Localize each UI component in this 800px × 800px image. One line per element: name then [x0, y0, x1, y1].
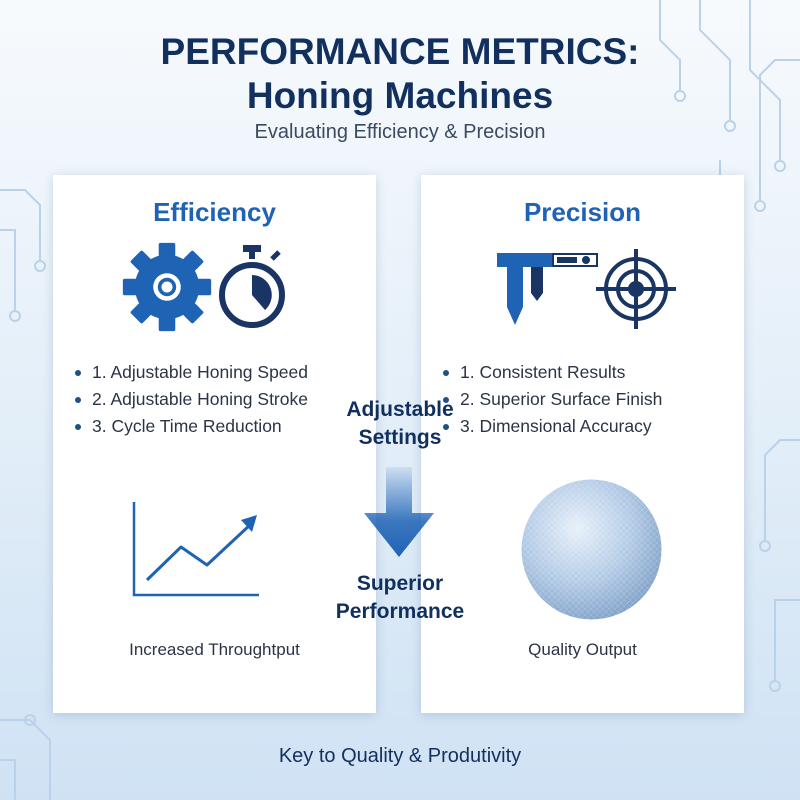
page-title: PERFORMANCE METRICS: Honing Machines [0, 30, 800, 118]
center-bottom-line-1: Superior [356, 572, 444, 595]
precision-card: Precision 1. Consistent Results 2. Super… [421, 175, 744, 713]
center-top-line-1: Adjustable [346, 398, 454, 421]
target-icon [596, 249, 676, 329]
gear-icon [122, 242, 212, 332]
efficiency-caption: Increased Throughtput [129, 640, 300, 659]
list-item: 2. Adjustable Honing Stroke [75, 386, 308, 413]
title-line-2: Honing Machines [246, 75, 554, 116]
stopwatch-icon [219, 245, 285, 328]
precision-list: 1. Consistent Results 2. Superior Surfac… [443, 359, 662, 440]
growth-chart-icon [132, 502, 259, 597]
precision-caption: Quality Output [528, 640, 637, 659]
footer-tagline: Key to Quality & Produtivity [278, 745, 522, 767]
center-label-bottom: Superior Performance [330, 570, 470, 626]
page-subtitle: Evaluating Efficiency & Precision [254, 121, 546, 143]
title-line-1: PERFORMANCE METRICS: [160, 31, 640, 72]
list-item: 1. Consistent Results [443, 359, 662, 386]
list-item: 2. Superior Surface Finish [443, 386, 662, 413]
efficiency-list: 1. Adjustable Honing Speed 2. Adjustable… [75, 359, 308, 440]
efficiency-card: Efficiency 1. Adjustable Honing Speed 2.… [53, 175, 376, 713]
sphere-icon [521, 479, 662, 620]
circuit-decoration-right [759, 439, 800, 692]
center-label-top: Adjustable Settings [330, 396, 470, 452]
circuit-decoration-left [0, 189, 46, 322]
center-bottom-line-2: Performance [335, 600, 465, 623]
list-item: 3. Dimensional Accuracy [443, 413, 662, 440]
list-item: 3. Cycle Time Reduction [75, 413, 308, 440]
efficiency-title: Efficiency [153, 197, 276, 227]
circuit-decoration-bottom-left [0, 714, 51, 800]
precision-title: Precision [523, 197, 642, 227]
down-arrow-icon [364, 467, 434, 557]
list-item: 1. Adjustable Honing Speed [75, 359, 308, 386]
center-top-line-2: Settings [358, 426, 442, 449]
caliper-icon [497, 253, 598, 325]
